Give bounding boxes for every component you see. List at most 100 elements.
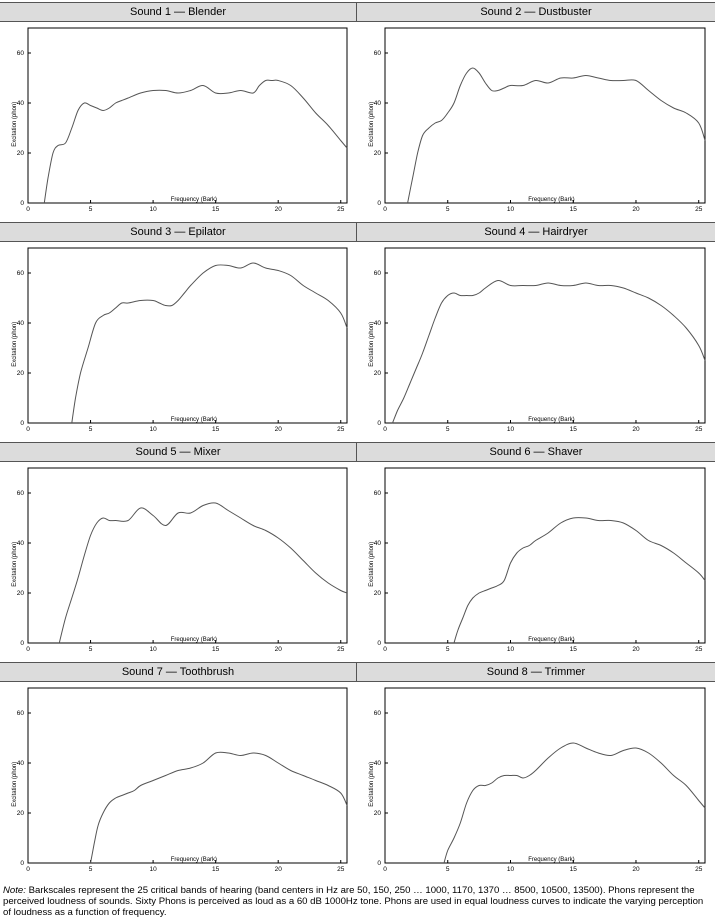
y-axis-label: Excitation (phon) (369, 322, 375, 367)
x-tick-label: 20 (275, 866, 283, 873)
chart-title-4: Sound 4 — Hairdryer (357, 222, 715, 242)
chart-panel-7: 0 5 10 15 20 25 0 20 40 60 Frequency (Bark) Excitat… (12, 687, 348, 873)
x-tick-label: 10 (507, 426, 515, 433)
x-tick-label: 25 (337, 426, 345, 433)
x-tick-label: 15 (570, 426, 578, 433)
x-tick-label: 20 (275, 646, 283, 653)
x-tick-label: 10 (507, 206, 515, 213)
y-axis-label: Excitation (phon) (12, 102, 18, 147)
y-tick-label: 20 (374, 150, 382, 157)
x-tick-label: 10 (507, 646, 515, 653)
x-tick-label: 0 (26, 426, 30, 433)
x-tick-label: 0 (26, 866, 30, 873)
x-tick-label: 25 (695, 426, 703, 433)
y-tick-label: 0 (20, 860, 24, 867)
x-tick-label: 0 (383, 646, 387, 653)
chart-title-1: Sound 1 — Blender (0, 2, 357, 22)
x-tick-label: 10 (149, 426, 157, 433)
series-line (453, 517, 706, 644)
series-line (407, 67, 706, 204)
chart-panel-3: 0 5 10 15 20 25 0 20 40 60 Frequency (Bark) Excitat… (12, 247, 348, 433)
x-tick-label: 5 (89, 426, 93, 433)
x-tick-label: 15 (570, 206, 578, 213)
y-tick-label: 60 (17, 50, 25, 57)
y-tick-label: 40 (374, 100, 382, 107)
x-tick-label: 5 (446, 206, 450, 213)
y-tick-label: 0 (20, 200, 24, 207)
x-tick-label: 15 (570, 646, 578, 653)
y-axis-label: Excitation (phon) (12, 762, 18, 807)
y-tick-label: 40 (17, 760, 25, 767)
x-tick-label: 15 (212, 866, 220, 873)
x-tick-label: 0 (383, 426, 387, 433)
y-tick-label: 60 (374, 710, 382, 717)
x-axis-label: Frequency (Bark) (171, 857, 217, 863)
series-line (443, 742, 706, 864)
y-tick-label: 0 (377, 640, 381, 647)
y-tick-label: 0 (377, 420, 381, 427)
y-axis-label: Excitation (phon) (12, 322, 18, 367)
series-line (392, 279, 706, 424)
x-tick-label: 10 (149, 866, 157, 873)
plot-area (384, 247, 706, 424)
x-tick-label: 0 (383, 866, 387, 873)
x-tick-label: 0 (26, 206, 30, 213)
chart-panel-5: 0 5 10 15 20 25 0 20 40 60 Frequency (Bark) Excitat… (12, 467, 348, 653)
x-tick-label: 20 (632, 866, 640, 873)
plot-area (384, 467, 706, 644)
series-line (90, 751, 348, 864)
y-tick-label: 60 (374, 270, 382, 277)
x-tick-label: 20 (275, 426, 283, 433)
y-tick-label: 20 (17, 370, 25, 377)
chart-panel-4: 0 5 10 15 20 25 0 20 40 60 Frequency (Bark) Excitat… (369, 247, 706, 433)
x-tick-label: 25 (337, 866, 345, 873)
x-tick-label: 25 (695, 206, 703, 213)
y-tick-label: 20 (374, 590, 382, 597)
y-axis-label: Excitation (phon) (369, 542, 375, 587)
series-line (43, 79, 348, 204)
y-tick-label: 20 (17, 810, 25, 817)
x-tick-label: 5 (89, 206, 93, 213)
x-tick-label: 20 (632, 646, 640, 653)
plot-area (27, 27, 348, 204)
y-tick-label: 60 (374, 50, 382, 57)
x-tick-label: 15 (570, 866, 578, 873)
x-tick-label: 20 (275, 206, 283, 213)
plot-area (27, 687, 348, 864)
plot-area (384, 27, 706, 204)
x-tick-label: 5 (446, 426, 450, 433)
plot-area (27, 467, 348, 644)
y-tick-label: 0 (20, 640, 24, 647)
y-axis-label: Excitation (phon) (369, 762, 375, 807)
x-tick-label: 15 (212, 646, 220, 653)
y-tick-label: 60 (17, 710, 25, 717)
y-tick-label: 40 (374, 540, 382, 547)
plot-area (27, 247, 348, 424)
x-axis-label: Frequency (Bark) (528, 637, 574, 643)
y-tick-label: 20 (374, 810, 382, 817)
x-axis-label: Frequency (Bark) (528, 197, 574, 203)
x-tick-label: 25 (337, 646, 345, 653)
chart-title-7: Sound 7 — Toothbrush (0, 662, 357, 682)
y-tick-label: 40 (374, 320, 382, 327)
x-tick-label: 10 (507, 866, 515, 873)
y-tick-label: 40 (17, 320, 25, 327)
x-axis-label: Frequency (Bark) (528, 417, 574, 423)
y-tick-label: 0 (20, 420, 24, 427)
x-axis-label: Frequency (Bark) (171, 417, 217, 423)
x-axis-label: Frequency (Bark) (171, 197, 217, 203)
x-tick-label: 5 (446, 866, 450, 873)
x-tick-label: 20 (632, 206, 640, 213)
chart-title-5: Sound 5 — Mixer (0, 442, 357, 462)
x-axis-label: Frequency (Bark) (528, 857, 574, 863)
note-label: Note: (3, 885, 26, 896)
chart-panel-2: 0 5 10 15 20 25 0 20 40 60 Frequency (Bark) Excitat… (369, 27, 706, 213)
figure-note: Note: Barkscales represent the 25 critic… (3, 885, 712, 918)
series-line (58, 502, 348, 644)
y-tick-label: 40 (17, 100, 25, 107)
y-tick-label: 40 (17, 540, 25, 547)
chart-title-3: Sound 3 — Epilator (0, 222, 357, 242)
y-tick-label: 60 (17, 490, 25, 497)
y-tick-label: 20 (17, 150, 25, 157)
